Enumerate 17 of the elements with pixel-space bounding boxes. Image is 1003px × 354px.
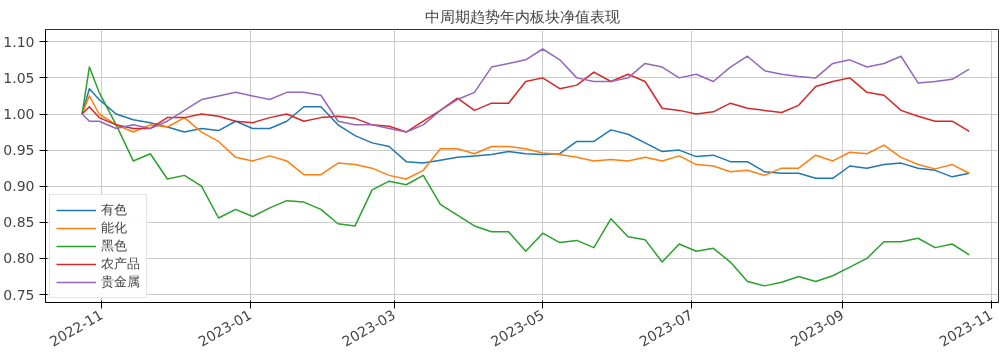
legend-label: 能化	[101, 219, 127, 237]
legend-label: 农产品	[101, 255, 140, 273]
legend-label: 贵金属	[101, 273, 140, 291]
y-tick-label: 0.95	[3, 142, 35, 159]
y-tick-label: 0.80	[3, 250, 35, 267]
y-tick-label: 0.90	[3, 178, 35, 195]
y-tick-label: 1.00	[3, 106, 35, 122]
legend-label: 黑色	[101, 237, 127, 255]
line-series	[81, 71, 970, 133]
y-tick-label: 0.75	[3, 286, 35, 303]
y-tick-label: 1.05	[3, 69, 35, 86]
chart-title: 中周期趋势年内板块净值表现	[424, 7, 620, 25]
line-series	[81, 48, 970, 133]
y-tick-label: 0.85	[3, 214, 35, 231]
legend-label: 有色	[101, 201, 127, 219]
y-tick-label: 1.10	[3, 33, 35, 50]
line-series	[81, 66, 970, 287]
